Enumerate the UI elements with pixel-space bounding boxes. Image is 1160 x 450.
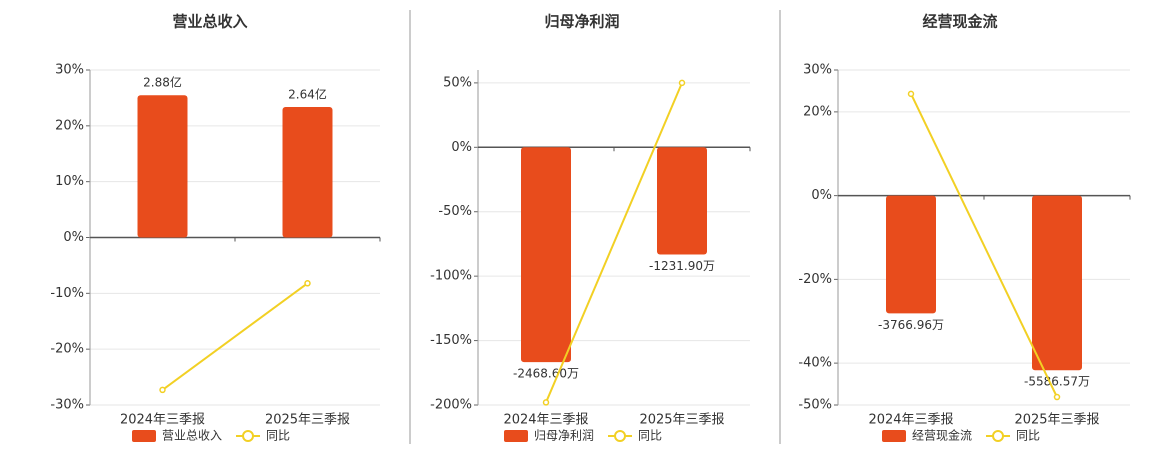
y-tick-label: -50% — [438, 204, 472, 219]
y-tick-label: -20% — [798, 272, 832, 287]
y-tick-label: -100% — [430, 269, 472, 284]
y-tick-label: -50% — [798, 398, 832, 413]
chart-title: 营业总收入 — [172, 13, 247, 31]
bar — [657, 147, 707, 255]
point — [304, 280, 311, 287]
chart-title: 经营现金流 — [922, 13, 997, 31]
point — [678, 79, 686, 87]
point — [159, 386, 166, 394]
legend-label: 营业总收入 — [162, 429, 222, 443]
bar — [282, 107, 333, 238]
x-tick-label: 2025年三季报 — [265, 413, 350, 428]
x-tick-label: 2025年三季报 — [1014, 413, 1099, 428]
legend-label: 同比 — [1016, 429, 1040, 443]
y-tick-label: 30% — [55, 63, 84, 78]
legend-swatch — [242, 430, 255, 442]
point — [907, 90, 915, 98]
legend-label: 同比 — [638, 429, 662, 443]
bar — [137, 95, 188, 238]
y-tick-label: -20% — [50, 342, 84, 357]
value-label: -3766.96万 — [878, 318, 944, 332]
line — [910, 93, 1058, 398]
y-tick-label: 0% — [811, 188, 832, 203]
value-label: -5586.57万 — [1024, 375, 1090, 389]
y-tick-label: -30% — [50, 398, 84, 413]
line — [161, 282, 309, 391]
y-tick-label: -10% — [50, 286, 84, 301]
y-tick-label: 20% — [803, 104, 832, 119]
value-label: -1231.90万 — [649, 259, 715, 273]
value-label: -2468.60万 — [513, 367, 579, 381]
x-tick-label: 2024年三季报 — [503, 413, 588, 428]
chart-title: 归母净利润 — [544, 13, 619, 31]
y-tick-label: 30% — [803, 63, 832, 78]
y-tick-label: 0% — [63, 230, 84, 245]
point — [1053, 393, 1061, 401]
y-tick-label: -40% — [798, 356, 832, 371]
legend-label: 经营现金流 — [912, 428, 972, 443]
legend-swatch — [132, 430, 156, 442]
y-tick-label: 20% — [55, 118, 84, 133]
bar — [886, 195, 936, 314]
y-tick-label: -150% — [430, 333, 472, 348]
y-tick-label: 10% — [55, 174, 84, 189]
legend-swatch — [504, 430, 528, 442]
y-tick-label: -200% — [430, 398, 472, 413]
value-label: 2.88亿 — [143, 75, 182, 90]
y-tick-label: 50% — [443, 75, 472, 90]
legend-swatch — [882, 430, 906, 442]
legend-swatch — [992, 430, 1005, 442]
y-tick-label: 0% — [451, 140, 472, 155]
legend-label: 归母净利润 — [534, 429, 594, 443]
legend-swatch — [614, 430, 627, 442]
legend-label: 同比 — [266, 429, 290, 443]
line — [545, 82, 683, 403]
x-tick-label: 2024年三季报 — [120, 413, 205, 428]
bar — [521, 147, 571, 363]
x-tick-label: 2025年三季报 — [639, 413, 724, 428]
value-label: 2.64亿 — [288, 87, 327, 102]
point — [542, 399, 550, 406]
x-tick-label: 2024年三季报 — [868, 413, 953, 428]
bar — [1032, 195, 1082, 371]
